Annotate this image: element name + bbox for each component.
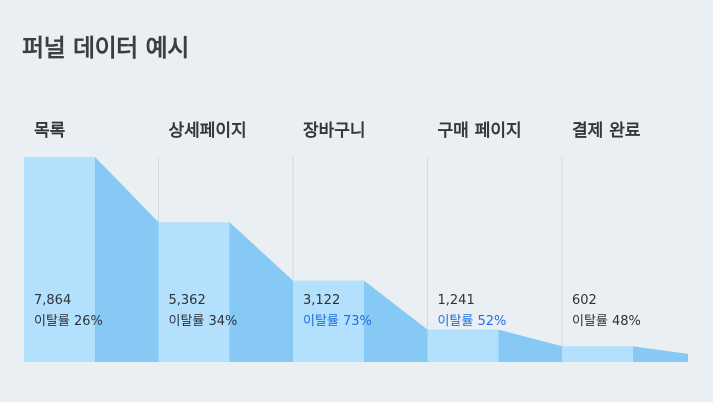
funnel-bar xyxy=(562,346,633,362)
chart-title: 퍼널 데이터 예시 xyxy=(22,34,189,62)
value-label: 3,122 xyxy=(303,293,340,308)
funnel-bar xyxy=(427,329,499,362)
value-label: 7,864 xyxy=(34,293,71,308)
value-label: 1,241 xyxy=(438,293,475,308)
dropoff-area xyxy=(498,329,562,362)
funnel-bar xyxy=(24,157,95,362)
dropoff-area xyxy=(95,157,159,362)
stage-label: 결제 완료 xyxy=(572,121,641,141)
drop-rate-label: 이탈률 26% xyxy=(34,314,103,329)
dropoff-area xyxy=(633,346,688,362)
funnel-bar xyxy=(158,222,230,362)
stage-label: 구매 페이지 xyxy=(438,121,522,141)
funnel-bar xyxy=(293,280,364,362)
drop-rate-label: 이탈률 52% xyxy=(438,314,507,329)
stage-label: 목록 xyxy=(34,121,66,141)
value-label: 5,362 xyxy=(169,293,206,308)
stage-label: 장바구니 xyxy=(303,121,366,141)
drop-rate-label: 이탈률 73% xyxy=(303,314,372,329)
value-label: 602 xyxy=(572,293,597,308)
drop-rate-label: 이탈률 48% xyxy=(572,314,641,329)
drop-rate-label: 이탈률 34% xyxy=(169,314,238,329)
dropoff-area xyxy=(229,222,293,362)
dropoff-area xyxy=(364,280,428,362)
stage-label: 상세페이지 xyxy=(169,121,247,141)
